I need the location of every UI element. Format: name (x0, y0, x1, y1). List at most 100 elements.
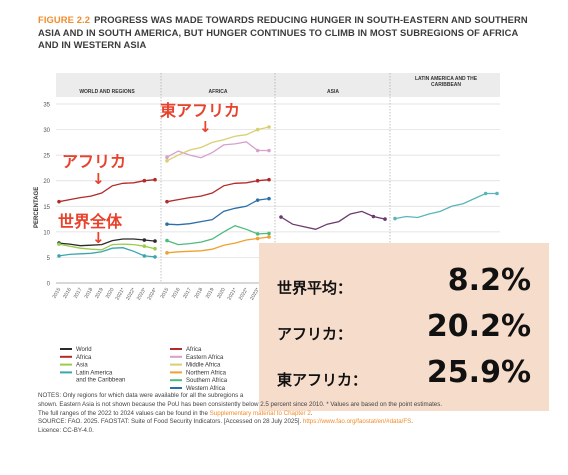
notes-line-1: NOTES: Only regions for which data were … (38, 392, 244, 399)
notes-line-4: SOURCE: FAO. 2025. FAOSTAT: Suite of Foo… (38, 418, 543, 427)
panel-title: AFRICA (209, 89, 228, 95)
arrow-africa-icon: ↓ (92, 170, 105, 188)
data-point (255, 178, 260, 183)
y-tick-label: 0 (47, 282, 51, 288)
x-tick-label: 2023* (249, 287, 261, 301)
x-tick-label: 2017 (182, 287, 193, 300)
y-tick-label: 35 (43, 103, 50, 109)
panel-title: WORLD AND REGIONS (79, 89, 135, 95)
legend-label: Western Africa (186, 386, 226, 392)
callout-label-world: 世界平均： (277, 279, 353, 297)
panel-title: ASIA (327, 89, 339, 95)
y-tick-label: 15 (43, 205, 50, 211)
data-point (267, 196, 271, 201)
callout-value-east-africa: 25.9% (426, 355, 531, 390)
y-tick-label: 20 (43, 179, 50, 185)
callout-label-africa: アフリカ： (277, 325, 353, 343)
x-tick-label: 2021* (114, 287, 126, 301)
legend-label: Africa (186, 347, 202, 353)
panel-title: LATIN AMERICA AND THE (415, 76, 478, 82)
legend-label: Asia (76, 363, 88, 369)
legend-label: Middle Africa (186, 363, 221, 369)
x-tick-label: 2019 (94, 287, 105, 300)
data-point (267, 177, 271, 182)
annotation-east-africa: 東アフリカ (160, 101, 241, 120)
data-point (142, 244, 147, 248)
data-point (371, 214, 376, 219)
data-point (267, 125, 271, 129)
data-point (57, 254, 61, 258)
callout-value-world: 8.2% (447, 263, 531, 298)
data-point (255, 236, 260, 241)
data-point (153, 239, 157, 243)
summary-callout: 世界平均： 8.2% アフリカ： 20.2% 東アフリカ： 25.9% (259, 243, 549, 411)
legend-label: Eastern Africa (186, 355, 224, 361)
data-point (383, 217, 387, 221)
series-line (58, 179, 156, 203)
x-tick-label: 2016 (171, 287, 182, 300)
panel-title: CARIBBEAN (431, 82, 461, 88)
supplementary-link[interactable]: Supplementary material to Chapter 2 (209, 409, 311, 417)
x-tick-label: 2020 (105, 287, 116, 300)
data-point (153, 177, 157, 182)
data-point (57, 242, 61, 246)
x-tick-label: 2019 (205, 287, 216, 300)
data-point (279, 215, 283, 219)
notes-line-3a: The full ranges of the 2022 to 2024 valu… (38, 409, 210, 417)
notes-line-4b: . (411, 418, 413, 426)
x-tick-label: 2021* (226, 287, 238, 301)
data-point (153, 255, 157, 259)
callout-label-east-africa: 東アフリカ： (277, 371, 368, 389)
arrow-world-icon: ↓ (92, 229, 105, 247)
data-point (483, 191, 488, 196)
series-line (166, 179, 270, 203)
data-point (142, 238, 147, 242)
data-point (267, 231, 271, 236)
legend-label: World (76, 347, 92, 353)
arrow-east-africa-icon: ↓ (199, 118, 212, 136)
notes-line-3: The full ranges of the 2022 to 2024 valu… (38, 410, 543, 419)
faostat-link[interactable]: https://www.fao.org/faostat/en/#data/FS (302, 418, 412, 426)
series-line (166, 236, 270, 254)
series-line (280, 210, 386, 230)
data-point (57, 199, 61, 204)
x-tick-label: 2020 (216, 287, 227, 300)
data-point (142, 178, 147, 183)
notes-line-4a: SOURCE: FAO. 2025. FAOSTAT: Suite of Foo… (38, 418, 303, 426)
data-point (165, 251, 169, 255)
series-line (58, 247, 156, 258)
series-line (58, 243, 156, 251)
annotation-africa: アフリカ (62, 152, 127, 171)
x-tick-label: 2017 (73, 287, 84, 300)
data-point (165, 222, 169, 226)
panel-header-band (56, 73, 500, 97)
legend-label: Latin America (76, 370, 113, 376)
data-point (255, 148, 260, 153)
data-point (267, 235, 271, 239)
legend-label: and the Caribbean (76, 377, 125, 383)
data-point (142, 254, 147, 258)
x-tick-label: 2018 (83, 287, 94, 300)
y-axis-label: PERCENTAGE (34, 187, 40, 228)
figure-title-text: PROGRESS WAS MADE TOWARDS REDUCING HUNGE… (38, 14, 528, 51)
x-tick-label: 2024* (146, 287, 158, 301)
y-tick-label: 25 (43, 154, 50, 160)
callout-row-east-africa: 東アフリカ： 25.9% (259, 353, 549, 397)
callout-row-world: 世界平均： 8.2% (259, 261, 549, 305)
figure-tag: FIGURE 2.2 (38, 14, 91, 25)
x-tick-label: 2016 (62, 287, 73, 300)
x-tick-label: 2022* (238, 287, 250, 301)
series-line (166, 197, 270, 226)
y-tick-label: 30 (43, 128, 50, 134)
callout-value-africa: 20.2% (426, 309, 531, 344)
y-tick-label: 5 (47, 256, 51, 262)
data-point (153, 246, 157, 251)
data-point (165, 238, 169, 243)
figure-title: FIGURE 2.2 PROGRESS WAS MADE TOWARDS REDU… (38, 14, 538, 52)
callout-row-africa: アフリカ： 20.2% (259, 307, 549, 351)
data-point (393, 216, 397, 221)
notes-line-2: shown. Eastern Asia is not shown because… (38, 400, 443, 408)
series-line (166, 126, 270, 162)
data-point (165, 158, 169, 163)
series-line (394, 192, 497, 220)
